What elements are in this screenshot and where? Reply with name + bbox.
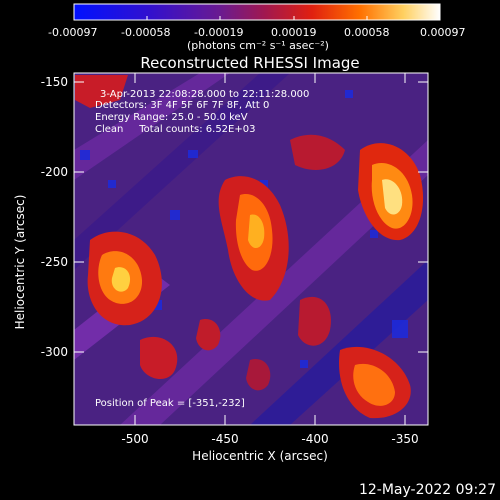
- y-axis-label: Heliocentric Y (arcsec): [13, 195, 27, 330]
- colorbar-tick-label: -0.00019: [194, 26, 243, 39]
- x-tick-label: -400: [301, 432, 328, 446]
- colorbar-tick-label: 0.00097: [420, 26, 466, 39]
- footer-timestamp: 12-May-2022 09:27: [359, 482, 496, 498]
- annotation-detectors: Detectors: 3F 4F 5F 6F 7F 8F, Att 0: [95, 100, 269, 111]
- plot-frame: [73, 72, 429, 426]
- y-tick-marks: [74, 81, 428, 353]
- colorbar-units: (photons cm⁻² s⁻¹ asec⁻²): [187, 39, 329, 52]
- annotation-energy: Energy Range: 25.0 - 50.0 keV: [95, 112, 248, 123]
- colorbar-tick-label: 0.00058: [344, 26, 390, 39]
- y-tick-label: -300: [41, 345, 68, 359]
- annotation-algorithm: Clean Total counts: 6.52E+03: [95, 124, 255, 135]
- x-tick-label: -450: [211, 432, 238, 446]
- colorbar-gradient: [73, 3, 441, 21]
- colorbar-tick-label: -0.00097: [48, 26, 97, 39]
- y-tick-label: -150: [41, 75, 68, 89]
- y-tick-label: -250: [41, 255, 68, 269]
- plot-title: Reconstructed RHESSI Image: [140, 54, 359, 72]
- x-tick-label: -500: [121, 432, 148, 446]
- y-tick-label: -200: [41, 165, 68, 179]
- rhessi-image: [74, 73, 428, 425]
- annotation-peak: Position of Peak = [-351,-232]: [95, 398, 245, 409]
- annotation-block: 3-Apr-2013 22:08:28.000 to 22:11:28.000 …: [95, 89, 309, 409]
- colorbar-tick-label: 0.00019: [271, 26, 317, 39]
- x-axis-label: Heliocentric X (arcsec): [192, 449, 328, 463]
- annotation-time-range: 3-Apr-2013 22:08:28.000 to 22:11:28.000: [100, 89, 309, 100]
- x-tick-label: -350: [391, 432, 418, 446]
- colorbar: -0.00097 -0.00058 -0.00019 0.00019 0.000…: [48, 3, 466, 52]
- colorbar-tick-marks: [73, 16, 441, 20]
- x-tick-marks: [134, 73, 406, 425]
- colorbar-tick-label: -0.00058: [121, 26, 170, 39]
